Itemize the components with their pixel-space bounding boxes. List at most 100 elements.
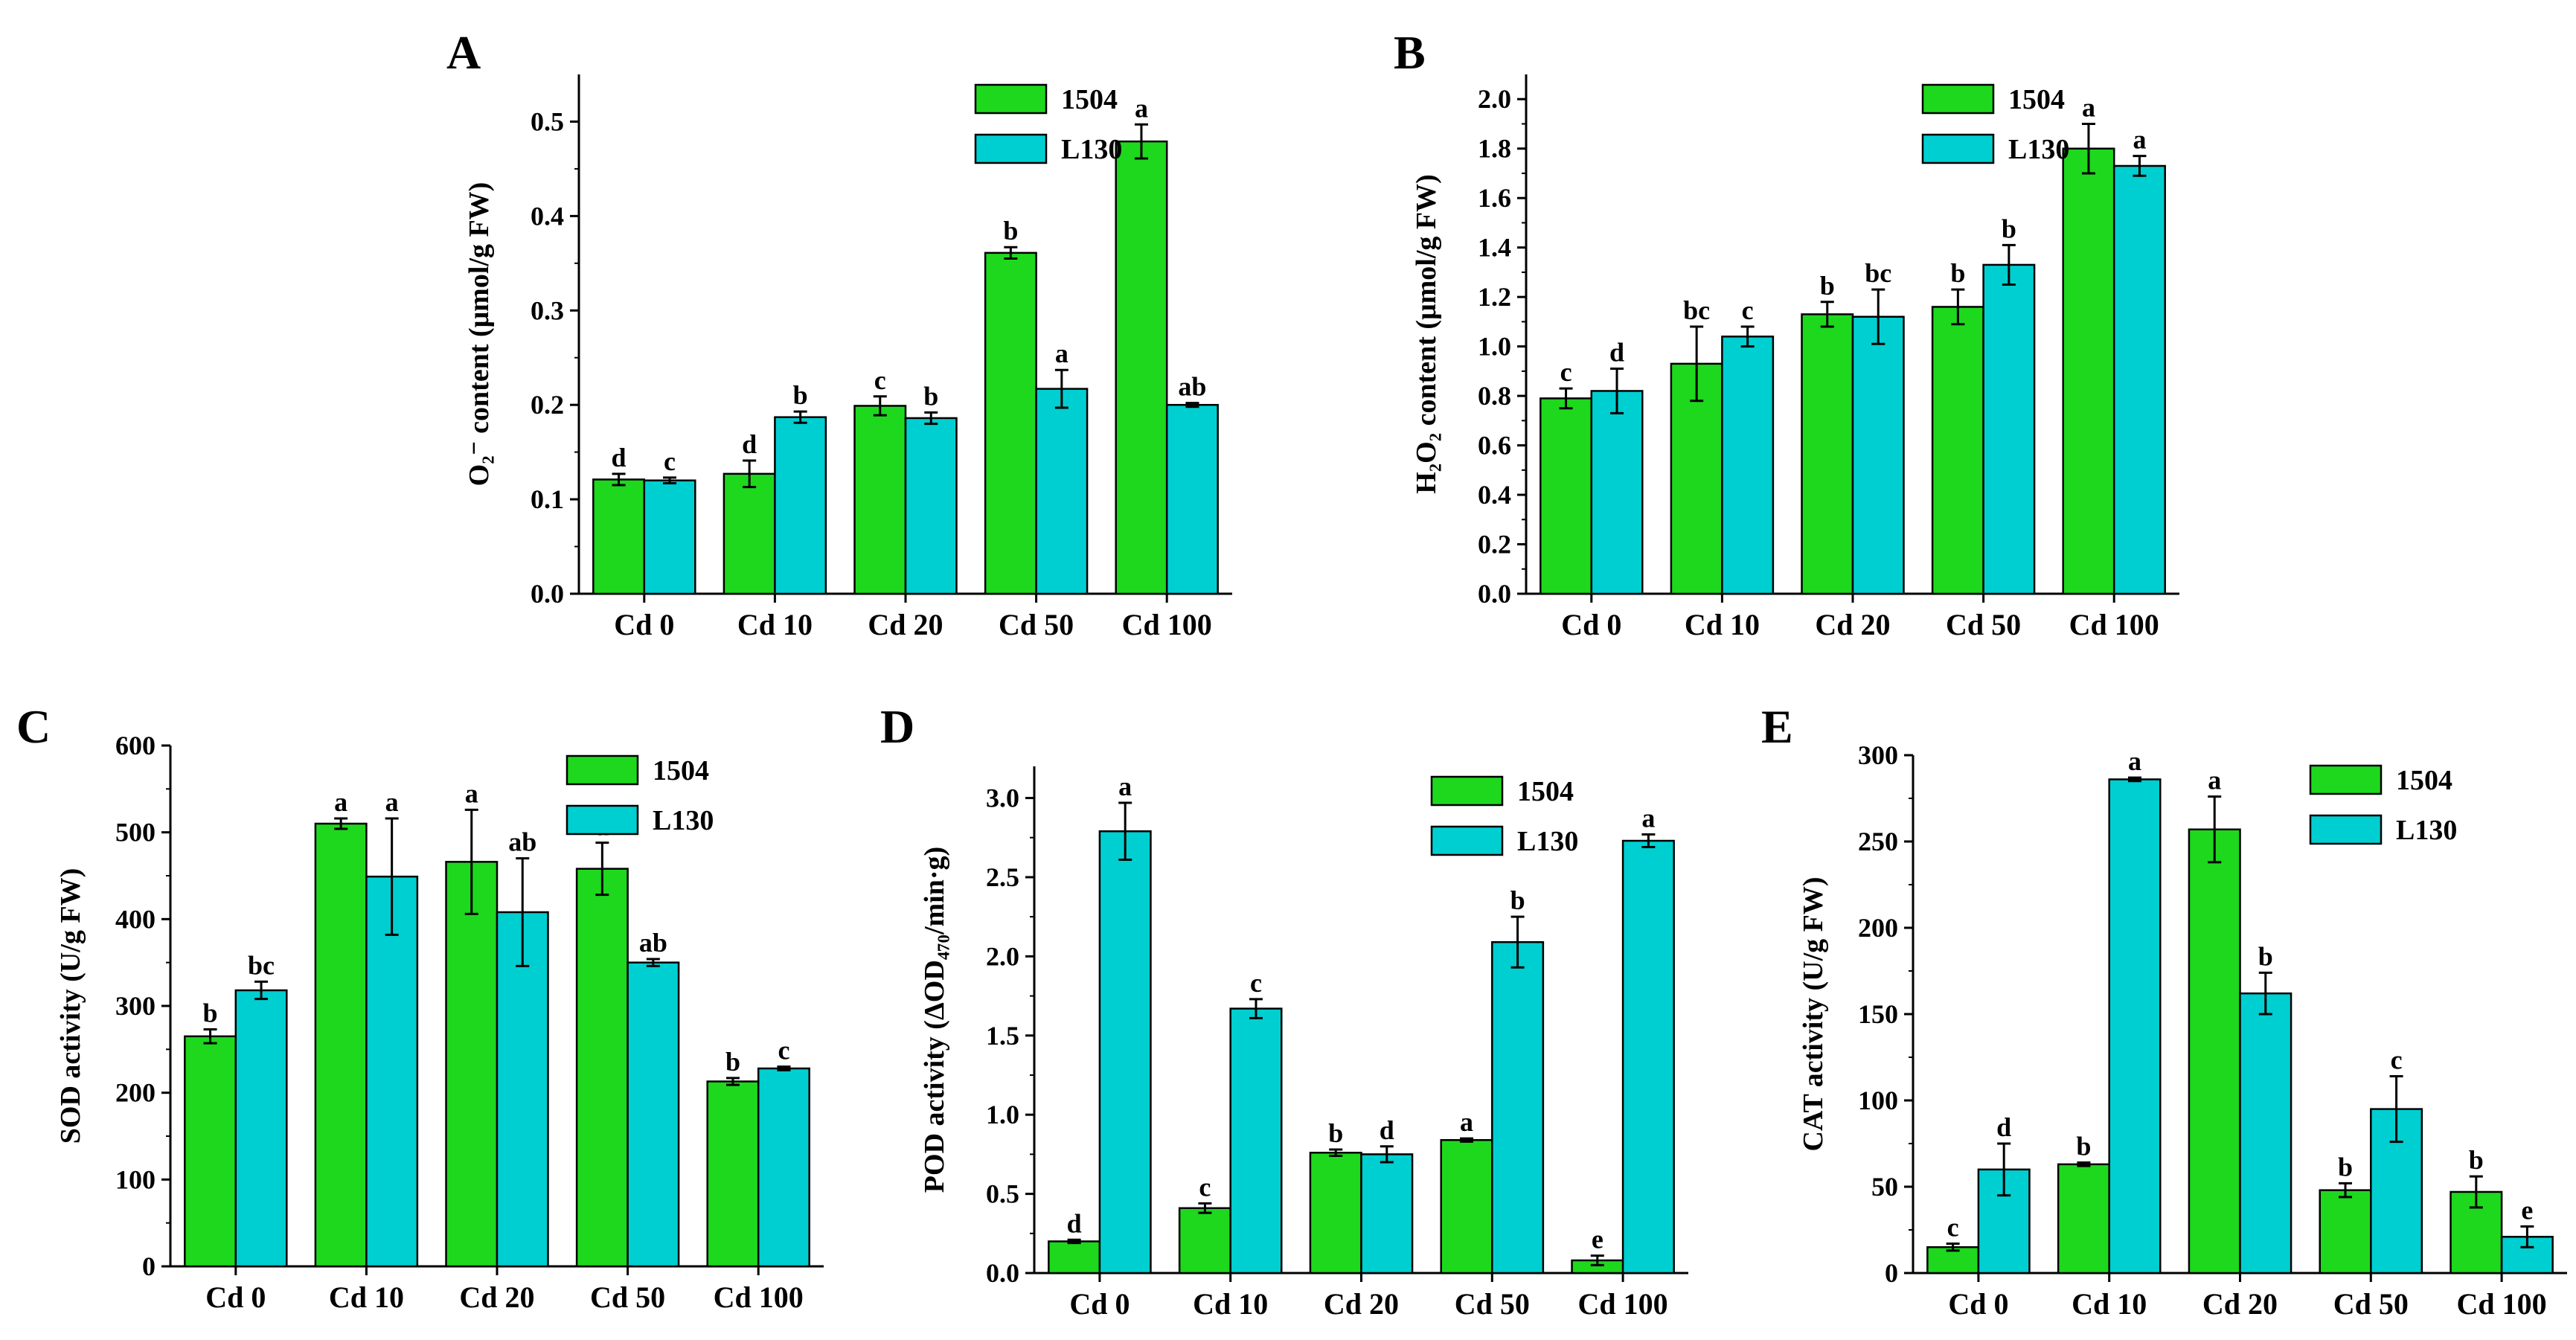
x-tick-label: Cd 100 xyxy=(1578,1287,1668,1321)
bar-L130-Cd20 xyxy=(1360,1153,1414,1275)
x-tick-label: Cd 10 xyxy=(329,1280,404,1314)
significance-label: a xyxy=(1641,804,1655,833)
bar-1504-Cd100 xyxy=(706,1080,760,1268)
y-tick-label: 0 xyxy=(142,1251,156,1281)
panel-E: E 0 50 100 150 200 250 300 CAT activity (U/g FW)… xyxy=(1761,700,2567,1321)
x-tick-label: Cd 0 xyxy=(205,1280,266,1314)
x-tick-label: Cd 10 xyxy=(737,608,813,641)
legend-swatch-1504 xyxy=(2309,764,2383,795)
significance-label: ab xyxy=(1178,372,1206,402)
legend-swatch-L130 xyxy=(974,133,1048,164)
y-tick-label: 1.5 xyxy=(986,1021,1019,1051)
significance-label: c xyxy=(2391,1045,2403,1075)
panel-letter-A: A xyxy=(446,26,481,79)
legend-swatch-1504 xyxy=(974,83,1048,115)
legend-label-1504: 1504 xyxy=(2396,765,2452,796)
x-tick-label: Cd 20 xyxy=(459,1280,534,1314)
legend-swatch-1504 xyxy=(565,754,639,786)
panel-letter-E: E xyxy=(1761,700,1793,753)
legend-label-1504: 1504 xyxy=(1061,84,1118,115)
bar-1504-Cd20 xyxy=(1801,313,1854,595)
significance-label: b xyxy=(2469,1145,2484,1175)
legend-swatch-L130 xyxy=(1430,825,1504,856)
bar-1504-Cd100 xyxy=(1115,140,1168,595)
panel-letter-D: D xyxy=(880,700,914,753)
panel-D: D 0.0 0.5 1.0 1.5 2.0 2.5 3.0 POD activity (ΔOD₄… xyxy=(880,700,1688,1321)
bar-1504-Cd50 xyxy=(984,251,1037,595)
bar-L130-Cd0 xyxy=(1590,390,1644,595)
y-tick-label: 0.5 xyxy=(531,106,564,136)
y-tick-label: 200 xyxy=(115,1078,156,1108)
y-tick-label: 0.0 xyxy=(1478,579,1511,609)
bar-1504-Cd20 xyxy=(2188,828,2241,1275)
x-tick-label: Cd 100 xyxy=(2457,1287,2547,1321)
y-tick-label: 2.0 xyxy=(1478,84,1511,114)
significance-label: c xyxy=(1199,1172,1211,1202)
significance-label: a xyxy=(2133,125,2146,155)
y-tick-label: 500 xyxy=(115,818,156,847)
bar-L130-Cd10 xyxy=(2108,778,2162,1275)
legend-label-L130: L130 xyxy=(1061,134,1122,165)
x-tick-label: Cd 50 xyxy=(1455,1287,1530,1321)
bar-1504-Cd10 xyxy=(723,472,776,595)
bar-L130-Cd10 xyxy=(1229,1007,1283,1275)
bar-1504-Cd0 xyxy=(592,478,646,595)
y-tick-label: 0 xyxy=(1885,1258,1898,1288)
significance-label: a xyxy=(1055,339,1068,368)
significance-label: ab xyxy=(639,928,667,958)
legend-label-1504: 1504 xyxy=(2008,84,2065,115)
significance-label: d xyxy=(742,429,757,459)
bar-L130-Cd10 xyxy=(1721,336,1775,595)
x-tick-label: Cd 20 xyxy=(868,608,943,641)
y-tick-label: 300 xyxy=(115,991,156,1021)
panel-A: A 0.0 0.1 0.2 0.3 0.4 0.5 O₂⁻ content (μmol/g F… xyxy=(446,26,1232,641)
y-axis-title: CAT activity (U/g FW) xyxy=(1798,876,1829,1151)
y-tick-label: 100 xyxy=(1858,1086,1898,1115)
y-tick-label: 2.5 xyxy=(986,862,1019,892)
panel-C: C 0 100 200 300 400 500 600 SOD activity (U/g FW… xyxy=(16,700,824,1314)
y-tick-label: 1.2 xyxy=(1478,282,1511,312)
bar-1504-Cd20 xyxy=(1309,1152,1362,1275)
bar-1504-Cd50 xyxy=(1440,1138,1493,1275)
x-tick-label: Cd 0 xyxy=(1069,1287,1130,1321)
x-tick-label: Cd 10 xyxy=(2072,1287,2147,1321)
significance-label: d xyxy=(1996,1112,2011,1142)
significance-label: c xyxy=(1250,968,1262,998)
significance-label: b xyxy=(2258,941,2273,971)
legend-swatch-L130 xyxy=(565,804,639,836)
bar-L130-Cd10 xyxy=(774,416,827,595)
bar-L130-Cd20 xyxy=(2239,992,2293,1275)
significance-label: b xyxy=(2002,214,2016,243)
y-tick-label: 0.0 xyxy=(986,1258,1019,1288)
y-tick-label: 0.2 xyxy=(1478,530,1511,560)
x-tick-label: Cd 100 xyxy=(2069,608,2159,641)
significance-label: d xyxy=(1380,1115,1394,1145)
significance-label: b xyxy=(923,381,938,411)
significance-label: b xyxy=(203,998,218,1028)
y-tick-label: 1.6 xyxy=(1478,183,1511,213)
y-tick-label: 1.0 xyxy=(986,1100,1019,1129)
y-tick-label: 400 xyxy=(115,904,156,934)
significance-label: b xyxy=(1510,885,1525,915)
bar-L130-Cd100 xyxy=(757,1067,810,1268)
bar-L130-Cd100 xyxy=(1621,839,1675,1275)
bar-L130-Cd10 xyxy=(365,875,419,1268)
panel-letter-B: B xyxy=(1394,26,1426,79)
bar-L130-Cd50 xyxy=(1035,388,1089,595)
legend-swatch-1504 xyxy=(1921,83,1995,115)
x-tick-label: Cd 50 xyxy=(999,608,1074,641)
legend-label-L130: L130 xyxy=(2396,815,2457,846)
panel-letter-C: C xyxy=(16,700,51,753)
significance-label: c xyxy=(1742,295,1754,325)
significance-label: e xyxy=(1592,1225,1603,1254)
bar-1504-Cd10 xyxy=(2057,1163,2110,1275)
significance-label: a xyxy=(1135,93,1148,123)
bar-1504-Cd10 xyxy=(314,822,368,1268)
significance-label: a xyxy=(2082,92,2095,122)
x-tick-label: Cd 20 xyxy=(1324,1287,1399,1321)
significance-label: c xyxy=(778,1036,789,1065)
x-tick-label: Cd 0 xyxy=(614,608,674,641)
significance-label: d xyxy=(612,443,627,472)
bar-1504-Cd50 xyxy=(2319,1189,2372,1275)
